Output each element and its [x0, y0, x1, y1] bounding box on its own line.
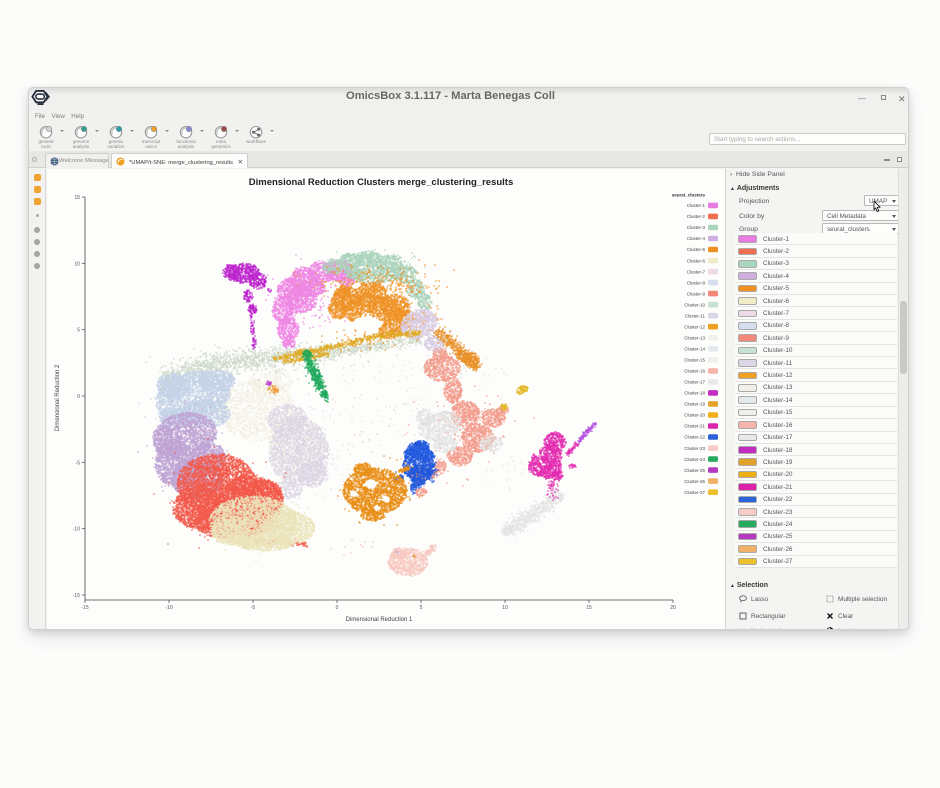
svg-text:15: 15 [74, 195, 80, 201]
svg-text:-10: -10 [73, 527, 80, 533]
svg-text:Cluster-3: Cluster-3 [687, 225, 706, 230]
svg-text:Cluster-8: Cluster-8 [687, 280, 706, 285]
svg-text:Cluster-2: Cluster-2 [687, 214, 706, 219]
svg-text:Dimensional Reduction 2: Dimensional Reduction 2 [55, 364, 61, 431]
svg-text:5: 5 [420, 605, 423, 611]
svg-text:Cluster-22: Cluster-22 [684, 435, 705, 440]
svg-text:Cluster-4: Cluster-4 [687, 236, 706, 241]
svg-text:-15: -15 [73, 593, 80, 599]
svg-text:Dimensional Reduction 1: Dimensional Reduction 1 [346, 617, 413, 623]
svg-text:Cluster-11: Cluster-11 [685, 313, 706, 318]
svg-text:Cluster-9: Cluster-9 [687, 291, 706, 296]
svg-text:seurat_clusters: seurat_clusters [672, 192, 706, 197]
svg-text:5: 5 [77, 328, 80, 334]
svg-text:Cluster-26: Cluster-26 [684, 479, 705, 484]
svg-text:-10: -10 [165, 605, 172, 611]
svg-text:Cluster-21: Cluster-21 [684, 424, 705, 429]
svg-text:0: 0 [77, 394, 80, 400]
svg-text:-5: -5 [76, 460, 81, 466]
svg-text:20: 20 [670, 605, 676, 611]
svg-text:Cluster-18: Cluster-18 [684, 391, 705, 396]
svg-text:Cluster-1: Cluster-1 [687, 203, 706, 208]
svg-text:-5: -5 [251, 605, 256, 611]
svg-text:10: 10 [502, 605, 508, 611]
svg-text:Cluster-7: Cluster-7 [687, 269, 706, 274]
svg-text:Dimensional Reduction Clusters: Dimensional Reduction Clusters merge_clu… [249, 177, 514, 188]
svg-text:Cluster-24: Cluster-24 [684, 457, 705, 462]
svg-text:Cluster-5: Cluster-5 [687, 247, 706, 252]
svg-text:-15: -15 [81, 605, 88, 611]
svg-text:15: 15 [586, 605, 592, 611]
svg-text:Cluster-14: Cluster-14 [684, 347, 705, 352]
svg-text:Cluster-12: Cluster-12 [684, 324, 705, 329]
svg-text:Cluster-19: Cluster-19 [684, 402, 705, 407]
svg-text:Cluster-27: Cluster-27 [684, 490, 705, 495]
svg-text:Cluster-25: Cluster-25 [684, 468, 705, 473]
svg-text:Cluster-6: Cluster-6 [687, 258, 706, 263]
svg-text:Cluster-17: Cluster-17 [684, 380, 705, 385]
svg-text:Cluster-15: Cluster-15 [684, 358, 705, 363]
svg-text:Cluster-20: Cluster-20 [684, 413, 705, 418]
svg-text:Cluster-16: Cluster-16 [684, 369, 705, 374]
svg-text:Cluster-13: Cluster-13 [684, 336, 705, 341]
svg-text:Cluster-10: Cluster-10 [684, 302, 705, 307]
svg-text:10: 10 [74, 261, 80, 267]
svg-text:Cluster-23: Cluster-23 [684, 446, 705, 451]
svg-text:0: 0 [336, 605, 339, 611]
